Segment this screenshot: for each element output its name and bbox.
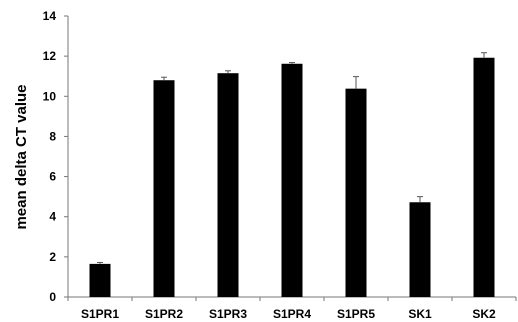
y-tick-label: 4 (49, 210, 56, 224)
bar-s1pr3 (217, 73, 239, 297)
bar-s1pr1 (89, 263, 111, 297)
bar-sk1 (409, 202, 431, 297)
y-tick-label: 6 (49, 170, 56, 184)
bar-s1pr5 (345, 88, 367, 297)
y-tick-label: 0 (49, 290, 56, 304)
y-tick-label: 10 (43, 89, 57, 103)
y-axis: 0 2 4 6 8 10 12 14 (43, 9, 69, 304)
x-tick-label: S1PR4 (273, 307, 311, 321)
x-tick-label: S1PR5 (337, 307, 375, 321)
bar-sk2 (473, 57, 495, 298)
bar-s1pr2 (153, 80, 175, 297)
bars (89, 57, 495, 298)
x-tick-label: SK1 (408, 307, 432, 321)
x-tick-label: S1PR1 (81, 307, 119, 321)
x-tick-label: SK2 (472, 307, 496, 321)
y-tick-label: 12 (43, 49, 57, 63)
y-tick-label: 2 (49, 250, 56, 264)
x-axis: S1PR1 S1PR2 S1PR3 S1PR4 S1PR5 SK1 SK2 (67, 296, 517, 321)
y-tick-label: 14 (43, 9, 57, 23)
y-axis-title: mean delta CT value (13, 84, 30, 229)
x-tick-label: S1PR2 (145, 307, 183, 321)
y-tick-label: 8 (49, 129, 56, 143)
bar-s1pr4 (281, 63, 303, 297)
x-tick-label: S1PR3 (209, 307, 247, 321)
error-bars (97, 52, 487, 264)
